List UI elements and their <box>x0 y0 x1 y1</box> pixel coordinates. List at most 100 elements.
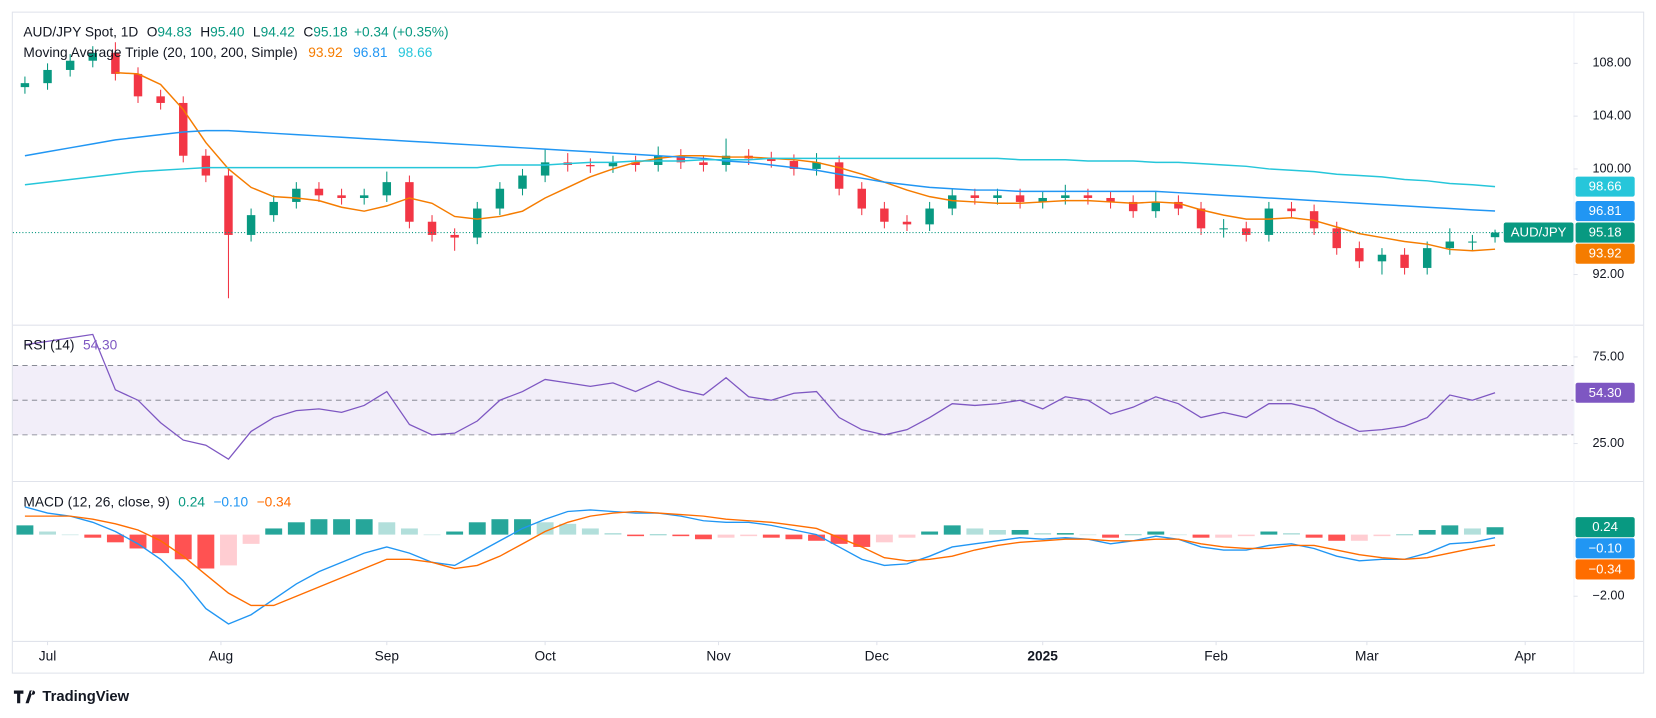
candle-body <box>1400 254 1409 268</box>
candle-body <box>133 73 143 97</box>
histogram-bar <box>265 528 283 535</box>
candle-body <box>880 208 889 222</box>
candle-body <box>970 195 980 198</box>
histogram-bar <box>943 525 961 535</box>
value-badge <box>1575 176 1635 197</box>
legend: Moving Average Triple (20, 100, 200, Sim… <box>23 44 432 59</box>
legend: RSI (14) 54.30 <box>23 337 117 352</box>
legend-ohlc-value: 95.18 <box>313 24 348 39</box>
chart-frame <box>11 11 1645 674</box>
histogram-bar <box>1147 531 1165 535</box>
series-line <box>24 333 1496 460</box>
histogram-bar <box>446 531 464 535</box>
candle-body <box>495 188 505 209</box>
candle-body <box>1128 201 1138 212</box>
histogram-bar <box>1350 534 1368 541</box>
value-badge <box>1575 538 1635 559</box>
candle-body <box>812 162 821 169</box>
legend-change: +0.34 (+0.35%) <box>354 24 449 39</box>
candle-body <box>1061 195 1070 198</box>
logo-icon <box>13 690 36 704</box>
histogram-bar <box>875 534 893 543</box>
histogram-bar <box>717 534 735 538</box>
x-tick-label: Oct <box>534 648 556 663</box>
legend-title: MACD (12, 26, close, 9) <box>23 494 169 509</box>
legend-ohlc-label: O <box>147 24 158 39</box>
candle-body <box>1242 228 1251 235</box>
candle-body <box>1445 241 1455 249</box>
legend: MACD (12, 26, close, 9) 0.24 −0.10 −0.34 <box>23 494 291 509</box>
candle-body <box>518 175 527 189</box>
value-badge <box>1575 243 1635 264</box>
histogram-bar <box>762 534 780 538</box>
value-badge <box>1575 382 1635 403</box>
legend-title: Moving Average Triple (20, 100, 200, Sim… <box>23 44 297 59</box>
value-badge-label: 98.66 <box>1589 179 1622 194</box>
histogram-bar <box>1011 529 1029 535</box>
candle-body <box>1083 195 1093 198</box>
histogram-bar <box>1056 533 1074 535</box>
legend-value: 98.66 <box>398 44 433 59</box>
candle-body <box>1038 197 1047 202</box>
histogram-bar <box>220 534 237 566</box>
legend-value: 93.92 <box>308 44 342 59</box>
histogram-bar <box>921 531 939 535</box>
value-badge <box>1575 201 1635 222</box>
histogram-bar <box>536 522 554 535</box>
legend-value: −0.10 <box>213 494 248 509</box>
candle-body <box>1422 248 1432 268</box>
x-tick-label: Nov <box>706 648 731 663</box>
candle-body <box>20 83 30 88</box>
candle-body <box>1106 197 1115 202</box>
histogram-bar <box>287 522 305 535</box>
y-tick-label: 108.00 <box>1592 56 1631 70</box>
histogram-bar <box>604 533 622 535</box>
histogram-bar <box>1215 534 1233 538</box>
candle-body <box>292 188 301 202</box>
y-tick-label: 75.00 <box>1592 349 1624 363</box>
x-tick-label: Aug <box>209 648 233 663</box>
candle-body <box>1287 208 1296 212</box>
legend-value: −0.34 <box>257 494 292 509</box>
histogram-bar <box>1079 534 1097 536</box>
histogram-bar <box>355 519 373 535</box>
histogram-bar <box>1328 534 1346 541</box>
value-badge-label: 54.30 <box>1589 385 1622 400</box>
x-tick-label: Mar <box>1355 648 1379 663</box>
candle-body <box>246 215 256 235</box>
candle-body <box>608 162 618 167</box>
candle-body <box>948 195 957 209</box>
histogram-bar <box>672 534 690 537</box>
candle-body <box>65 60 75 70</box>
histogram-bar <box>1169 534 1187 536</box>
histogram-bar <box>491 519 509 535</box>
candle-body <box>1377 254 1387 262</box>
legend-title: AUD/JPY Spot, 1D <box>23 24 138 39</box>
legend-value: 0.24 <box>178 494 205 509</box>
histogram-bar <box>1237 534 1255 537</box>
candle-body <box>382 182 392 196</box>
series-line <box>24 506 1496 625</box>
y-tick-label: 100.00 <box>1592 161 1631 175</box>
histogram-bar <box>1463 528 1481 535</box>
histogram-bar <box>1034 533 1052 535</box>
histogram-bar <box>581 528 599 535</box>
histogram-bar <box>84 534 102 538</box>
candle-body <box>359 195 369 198</box>
candle-body <box>88 52 97 61</box>
candle-body <box>631 162 640 165</box>
candle-body <box>857 188 866 209</box>
histogram-bar <box>1283 533 1300 535</box>
candle-body <box>586 164 595 167</box>
candle-body <box>269 201 278 216</box>
symbol-badge <box>1503 222 1574 243</box>
histogram-bar <box>1260 531 1278 535</box>
x-tick-label: 2025 <box>1027 648 1058 663</box>
histogram-bar <box>333 519 351 535</box>
histogram-bar <box>1305 534 1323 538</box>
candle-body <box>767 158 776 162</box>
